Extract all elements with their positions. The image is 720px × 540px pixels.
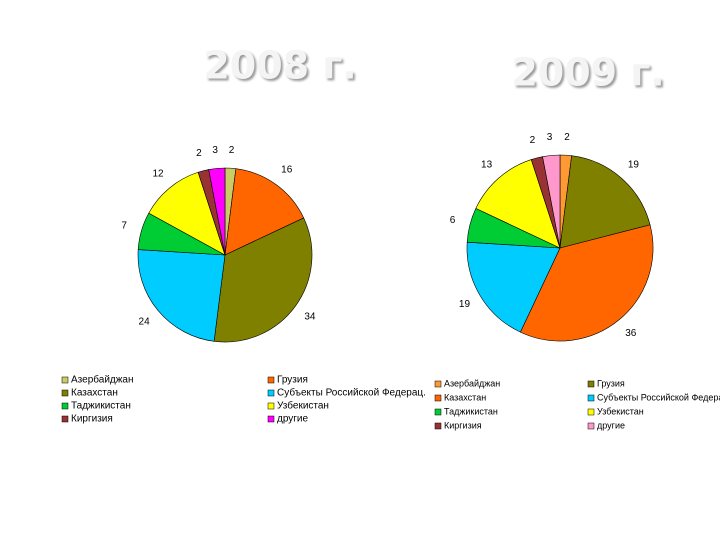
legend-swatch: [267, 376, 275, 384]
legend-swatch: [587, 422, 595, 430]
legend-label: Узбекистан: [597, 406, 644, 416]
legend-label: Казахстан: [71, 388, 118, 399]
data-label: 24: [139, 317, 151, 328]
data-label: 16: [281, 165, 293, 176]
legend-label: Киргизия: [444, 420, 482, 430]
data-label: 34: [304, 311, 316, 322]
legend-label: Азербайджан: [444, 378, 500, 388]
legend-label: Таджикистан: [444, 406, 498, 416]
legend-swatch: [434, 380, 442, 388]
legend-label: Грузия: [597, 378, 625, 388]
data-label: 2: [530, 135, 536, 146]
legend-swatch: [61, 415, 69, 423]
legend-label: Киргизия: [71, 414, 113, 425]
pie-slice: [475, 159, 561, 249]
data-label: 6: [450, 215, 456, 226]
legend-swatch: [267, 402, 275, 410]
chart-title: 2008 г.: [203, 44, 356, 88]
data-label: 7: [121, 220, 127, 231]
data-label: 36: [625, 328, 637, 339]
legend-swatch: [61, 389, 69, 397]
legend-swatch: [587, 380, 595, 388]
data-label: 12: [153, 169, 165, 180]
legend-label: другие: [277, 414, 309, 425]
data-label: 13: [481, 159, 493, 170]
chart-title: 2009 г.: [511, 51, 664, 95]
legend-label: Казахстан: [444, 392, 486, 402]
pie-slice: [520, 224, 654, 342]
data-label: 3: [212, 145, 218, 156]
pie-slice: [466, 241, 561, 333]
legend-swatch: [587, 408, 595, 416]
pie-slice: [137, 249, 226, 342]
data-label: 2: [196, 148, 202, 159]
legend-label: Субъекты Российской Федерации: [597, 392, 720, 402]
legend-swatch: [434, 422, 442, 430]
data-label: 2: [564, 132, 570, 143]
legend-label: Узбекистан: [277, 400, 329, 412]
legend-label: Таджикистан: [71, 401, 131, 412]
pie-slice: [148, 171, 226, 256]
legend-swatch: [434, 408, 442, 416]
pie-slice: [542, 154, 561, 249]
legend-swatch: [434, 394, 442, 402]
pie-slice: [208, 167, 226, 256]
legend-swatch: [587, 394, 595, 402]
legend-swatch: [61, 376, 69, 384]
pie-slice: [559, 155, 651, 249]
legend-label: Азербайджан: [71, 374, 134, 386]
data-label: 3: [547, 132, 553, 143]
legend-label: Грузия: [277, 375, 308, 386]
legend-swatch: [267, 389, 275, 397]
legend-swatch: [267, 415, 275, 423]
data-label: 19: [628, 159, 640, 170]
legend-label: Субъекты Российской Федерац.: [277, 387, 426, 399]
data-label: 2: [229, 145, 235, 156]
legend-label: другие: [597, 420, 625, 430]
data-label: 19: [459, 299, 471, 310]
pie-slice: [213, 217, 313, 343]
pie-slice: [224, 168, 305, 256]
legend-swatch: [61, 402, 69, 410]
